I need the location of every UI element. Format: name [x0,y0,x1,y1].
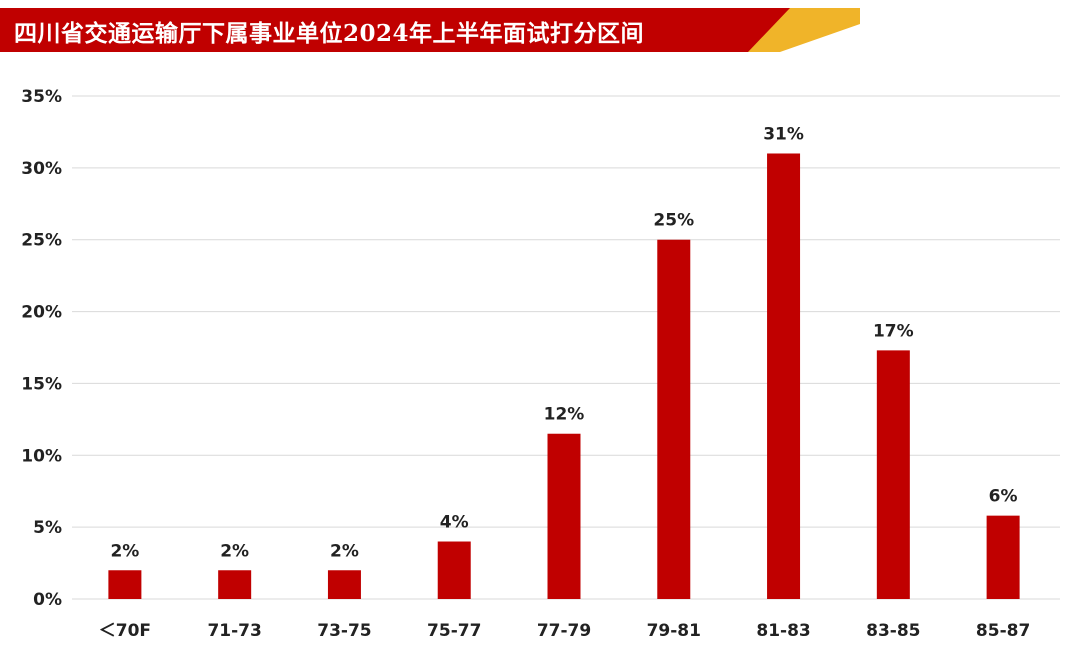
data-label: 6% [989,487,1018,507]
bar [218,570,252,599]
title-banner [0,8,860,52]
bar [767,153,801,599]
data-label: 12% [544,405,585,425]
bar [657,239,691,599]
y-tick-label: 35% [21,87,62,107]
x-tick-label: 77-79 [537,621,591,641]
title-banner-fill [0,8,790,52]
y-tick-label: 5% [33,518,62,538]
data-label: 25% [653,211,694,231]
bar [986,515,1020,599]
x-tick-label: 83-85 [866,621,920,641]
chart-title: 四川省交通运输厅下属事业单位2024年上半年面试打分区间 [14,20,645,47]
bar [876,350,910,599]
y-tick-label: 20% [21,303,62,323]
data-label: 2% [220,541,249,561]
labels: 0% 5% 10% 15% 20% 25% 30% 35% 2% ＜70F 2% 71-73 2% 73-… [21,87,1030,641]
bar [547,433,581,599]
data-label: 2% [110,541,139,561]
bars [108,153,1020,599]
y-tick-label: 15% [21,374,62,394]
y-tick-label: 30% [21,159,62,179]
data-label: 2% [330,541,359,561]
x-tick-label: 79-81 [647,621,701,641]
bar [327,570,361,599]
y-tick-label: 0% [33,590,62,610]
x-tick-label: 75-77 [427,621,481,641]
data-label: 17% [873,321,914,341]
x-tick-label: 73-75 [317,621,371,641]
y-tick-label: 25% [21,231,62,251]
x-tick-label: 71-73 [207,621,261,641]
x-tick-label: 85-87 [976,621,1030,641]
x-tick-label: 81-83 [756,621,810,641]
bar [437,541,471,599]
bar [108,570,142,599]
data-label: 4% [440,513,469,533]
y-tick-label: 10% [21,446,62,466]
data-label: 31% [763,124,804,144]
x-tick-label: ＜70F [99,621,151,641]
